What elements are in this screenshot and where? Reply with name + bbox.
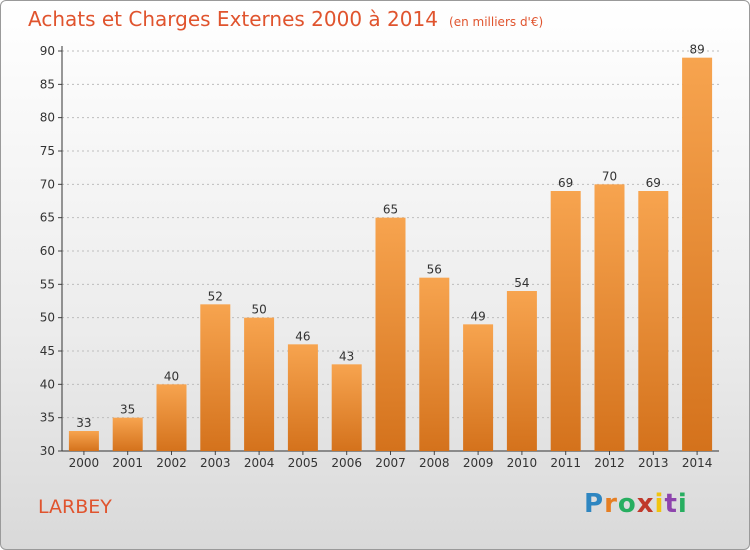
y-tick-label: 55 <box>40 277 55 291</box>
y-tick-label: 60 <box>40 244 55 258</box>
x-tick-label: 2011 <box>550 456 581 470</box>
bar-2003 <box>200 304 231 451</box>
x-tick-label: 2004 <box>244 456 275 470</box>
proxiti-logo: Proxiti <box>584 489 688 519</box>
x-tick-label: 2010 <box>507 456 538 470</box>
data-label: 65 <box>383 203 398 217</box>
bar-2001 <box>112 417 143 451</box>
data-label: 69 <box>646 176 661 190</box>
data-label: 56 <box>427 263 442 277</box>
chart-title-block: Achats et Charges Externes 2000 à 2014 (… <box>28 7 543 31</box>
commune-name: LARBEY <box>38 496 112 518</box>
x-tick-label: 2005 <box>288 456 319 470</box>
y-tick-label: 90 <box>40 44 55 58</box>
data-label: 50 <box>251 303 266 317</box>
y-tick-label: 50 <box>40 311 55 325</box>
bar-2006 <box>331 364 362 451</box>
x-tick-label: 2008 <box>419 456 450 470</box>
bar-2008 <box>419 277 450 451</box>
y-tick-label: 35 <box>40 411 55 425</box>
x-tick-label: 2014 <box>682 456 713 470</box>
data-label: 43 <box>339 349 354 363</box>
data-label: 46 <box>295 329 310 343</box>
bar-2010 <box>506 291 537 451</box>
chart-title: Achats et Charges Externes 2000 à 2014 <box>28 7 438 31</box>
data-label: 52 <box>208 289 223 303</box>
y-tick-label: 30 <box>40 444 55 458</box>
x-tick-label: 2001 <box>112 456 143 470</box>
x-tick-label: 2003 <box>200 456 231 470</box>
x-tick-label: 2007 <box>375 456 406 470</box>
y-tick-label: 75 <box>40 144 55 158</box>
y-tick-label: 80 <box>40 111 55 125</box>
x-tick-label: 2002 <box>156 456 187 470</box>
y-tick-label: 45 <box>40 344 55 358</box>
data-label: 69 <box>558 176 573 190</box>
data-label: 89 <box>689 43 704 57</box>
data-label: 70 <box>602 169 617 183</box>
bar-2000 <box>68 431 99 451</box>
y-tick-label: 85 <box>40 77 55 91</box>
chart-unit: (en milliers d'€) <box>449 15 544 29</box>
bar-2011 <box>550 191 581 451</box>
x-tick-label: 2006 <box>331 456 362 470</box>
x-tick-label: 2012 <box>594 456 625 470</box>
data-label: 54 <box>514 276 529 290</box>
data-label: 49 <box>470 309 485 323</box>
data-label: 33 <box>76 416 91 430</box>
y-tick-label: 40 <box>40 377 55 391</box>
bar-2004 <box>244 317 275 451</box>
bar-2007 <box>375 217 406 451</box>
bar-2005 <box>287 344 318 451</box>
bar-2012 <box>594 184 625 452</box>
data-label: 40 <box>164 369 179 383</box>
y-tick-label: 70 <box>40 177 55 191</box>
data-label: 35 <box>120 403 135 417</box>
bar-2002 <box>156 384 187 451</box>
y-tick-label: 65 <box>40 211 55 225</box>
bar-2009 <box>463 324 494 451</box>
x-tick-label: 2013 <box>638 456 669 470</box>
x-tick-label: 2009 <box>463 456 494 470</box>
bar-2014 <box>682 57 713 452</box>
x-tick-label: 2000 <box>69 456 100 470</box>
bar-2013 <box>638 191 669 451</box>
